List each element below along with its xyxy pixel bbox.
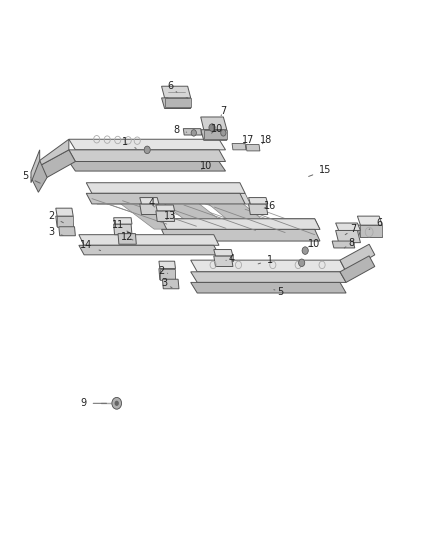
Polygon shape [336, 230, 360, 243]
Polygon shape [201, 130, 227, 140]
Polygon shape [184, 128, 201, 135]
Polygon shape [86, 183, 245, 193]
Circle shape [191, 130, 196, 136]
Text: 6: 6 [167, 81, 177, 92]
Text: 2: 2 [159, 266, 168, 276]
Polygon shape [249, 204, 268, 215]
Polygon shape [114, 217, 132, 224]
Text: 10: 10 [211, 124, 223, 134]
Polygon shape [57, 216, 73, 227]
Polygon shape [207, 203, 278, 232]
Polygon shape [204, 130, 227, 139]
Text: 1: 1 [258, 255, 273, 265]
Text: 6: 6 [369, 218, 382, 229]
Circle shape [302, 247, 308, 254]
Text: 14: 14 [80, 240, 101, 251]
Text: 4: 4 [148, 198, 155, 208]
Polygon shape [86, 193, 245, 204]
Text: 3: 3 [48, 227, 63, 237]
Text: 16: 16 [264, 200, 276, 211]
Polygon shape [162, 219, 320, 229]
Polygon shape [201, 117, 227, 130]
Text: 10: 10 [200, 161, 212, 171]
Polygon shape [357, 225, 382, 237]
Polygon shape [214, 256, 233, 266]
Polygon shape [140, 204, 159, 215]
Circle shape [209, 124, 215, 131]
Text: 15: 15 [309, 165, 332, 176]
Polygon shape [69, 161, 226, 171]
Circle shape [115, 401, 119, 406]
Text: 17: 17 [242, 135, 255, 146]
Polygon shape [56, 208, 73, 216]
Text: 8: 8 [344, 238, 355, 248]
Text: 9: 9 [80, 398, 106, 408]
Polygon shape [232, 143, 246, 150]
Text: 18: 18 [260, 135, 272, 146]
Polygon shape [79, 235, 219, 245]
Polygon shape [340, 256, 375, 282]
Polygon shape [40, 139, 69, 166]
Text: 1: 1 [122, 137, 136, 148]
Polygon shape [246, 144, 260, 151]
Polygon shape [159, 269, 176, 280]
Polygon shape [115, 199, 189, 229]
Polygon shape [191, 260, 346, 272]
Text: 7: 7 [345, 224, 356, 235]
Polygon shape [156, 205, 175, 211]
Polygon shape [140, 198, 159, 204]
Polygon shape [360, 225, 382, 237]
Polygon shape [162, 229, 320, 241]
Polygon shape [160, 269, 176, 280]
Polygon shape [165, 98, 191, 108]
Circle shape [144, 146, 150, 154]
Polygon shape [332, 241, 355, 248]
Circle shape [221, 130, 226, 136]
Polygon shape [69, 150, 226, 161]
Polygon shape [161, 201, 233, 231]
Polygon shape [159, 261, 176, 269]
Polygon shape [31, 160, 47, 192]
Text: 10: 10 [308, 239, 320, 249]
Text: 12: 12 [120, 232, 133, 243]
Text: 5: 5 [22, 172, 40, 183]
Text: 8: 8 [173, 125, 187, 135]
Polygon shape [79, 245, 219, 255]
Polygon shape [249, 198, 268, 204]
Polygon shape [162, 86, 191, 98]
Polygon shape [59, 227, 75, 236]
Text: 5: 5 [274, 287, 284, 297]
Polygon shape [31, 150, 40, 183]
Polygon shape [162, 279, 179, 289]
Polygon shape [162, 219, 320, 229]
Text: 7: 7 [220, 106, 226, 116]
Polygon shape [40, 150, 75, 177]
Polygon shape [191, 282, 346, 293]
Text: 13: 13 [164, 211, 177, 221]
Polygon shape [336, 223, 360, 230]
Circle shape [299, 259, 305, 266]
Circle shape [112, 398, 121, 409]
Text: 2: 2 [48, 211, 64, 223]
Text: 4: 4 [226, 254, 235, 263]
Polygon shape [114, 224, 132, 235]
Polygon shape [214, 249, 233, 256]
Text: 11: 11 [112, 220, 128, 232]
Polygon shape [156, 211, 175, 221]
Polygon shape [92, 193, 251, 204]
Polygon shape [357, 216, 382, 225]
Polygon shape [340, 244, 375, 272]
Polygon shape [118, 233, 136, 244]
Text: 3: 3 [162, 278, 172, 288]
Polygon shape [56, 216, 73, 227]
Polygon shape [191, 272, 346, 282]
Polygon shape [162, 98, 191, 109]
Polygon shape [69, 139, 226, 150]
